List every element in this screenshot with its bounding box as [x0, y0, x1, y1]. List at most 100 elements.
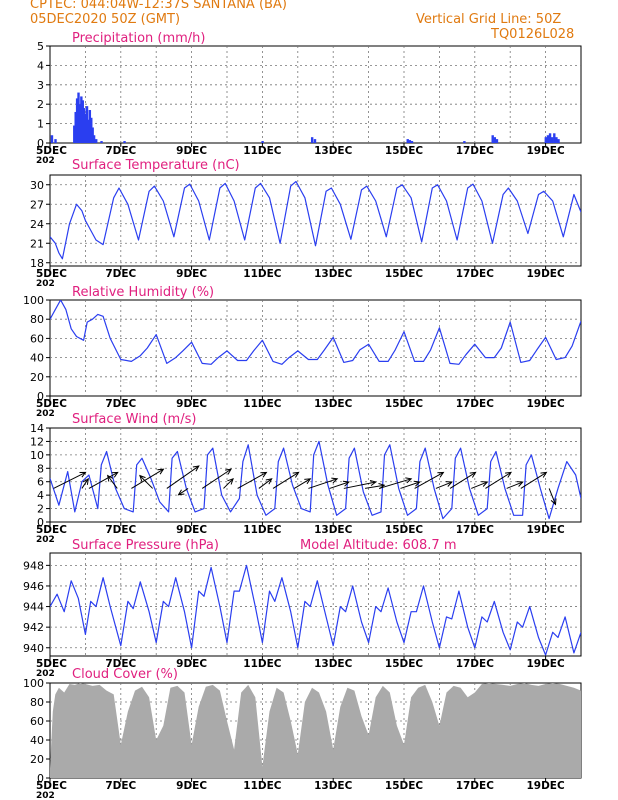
wind-arrowhead [405, 477, 413, 484]
precipitation-bar [95, 139, 98, 143]
wind-vector [343, 481, 376, 489]
wind-arrowhead [540, 471, 548, 478]
wind-day-label: 9DEC [176, 524, 207, 536]
wind-vector [81, 478, 89, 489]
precipitation-bar [123, 141, 126, 143]
wind-vector [364, 484, 385, 489]
temperature-panel [46, 174, 582, 270]
humidity-panel [46, 299, 582, 400]
precipitation-bar [75, 98, 79, 143]
wind-vector [131, 468, 164, 489]
wind-vector [435, 481, 453, 489]
precipitation-bar [80, 96, 83, 143]
wind-day-label: 11DEC [243, 524, 282, 536]
cloud-day-label: 11DEC [243, 780, 282, 792]
pressure-day-label: 9DEC [176, 658, 207, 670]
wind-year-label: 202 [36, 535, 55, 545]
wind-ytick-label: 6 [37, 476, 44, 489]
cloud-ytick-label: 20 [30, 753, 44, 766]
pressure-ytick-label: 942 [23, 621, 44, 634]
wind-arrowhead [304, 478, 312, 485]
pressure-ytick-label: 948 [23, 559, 44, 572]
precipitation-title: Precipitation (mm/h) [72, 31, 205, 46]
precipitation-ytick-label: 5 [37, 40, 44, 53]
temperature-year-label: 202 [36, 279, 55, 289]
precipitation-bar [495, 139, 499, 143]
wind-vector [107, 475, 118, 489]
precipitation-bar [77, 92, 80, 143]
cloud-year-label: 202 [36, 791, 55, 800]
precipitation-bar [78, 104, 82, 143]
wind-line [50, 440, 581, 520]
wind-day-label: 17DEC [456, 524, 495, 536]
precipitation-day-label: 9DEC [176, 145, 207, 157]
cloud-panel [46, 682, 582, 782]
pressure-day-label: 5DEC [36, 658, 67, 670]
wind-arrowhead [331, 477, 339, 484]
wind-day-label: 19DEC [526, 524, 565, 536]
precipitation-bar [544, 137, 547, 143]
temperature-day-label: 17DEC [456, 268, 495, 280]
cloud-ytick-label: 0 [37, 772, 44, 785]
pressure-day-label: 19DEC [526, 658, 565, 670]
cloud-day-label: 7DEC [105, 780, 136, 792]
pressure-ytick-label: 946 [23, 580, 44, 593]
temperature-line [50, 180, 581, 260]
humidity-frame [49, 299, 582, 397]
cloud-title: Cloud Cover (%) [72, 667, 178, 682]
temperature-day-label: 11DEC [243, 268, 282, 280]
precipitation-day-label: 15DEC [385, 145, 424, 157]
temperature-day-label: 9DEC [176, 268, 207, 280]
humidity-day-label: 9DEC [176, 398, 207, 410]
precipitation-bar [88, 110, 92, 143]
wind-arrowhead [82, 477, 89, 485]
wind-vector [379, 478, 412, 489]
precipitation-bars [50, 92, 560, 143]
humidity-ytick-label: 60 [30, 332, 44, 345]
precipitation-day-label: 11DEC [243, 145, 282, 157]
pressure-line [50, 564, 581, 656]
wind-vector [449, 472, 476, 489]
wind-vector [166, 465, 200, 489]
precipitation-bar [550, 137, 554, 143]
wind-frame [49, 427, 582, 523]
wind-vector [272, 472, 299, 489]
wind-arrowhead [192, 465, 200, 472]
humidity-day-label: 7DEC [105, 398, 136, 410]
pressure-day-label: 13DEC [314, 658, 353, 670]
wind-vector [485, 472, 512, 489]
precipitation-bar [261, 141, 264, 143]
temperature-ytick-label: 21 [30, 237, 44, 250]
wind-arrowhead [516, 481, 524, 487]
precipitation-bar [87, 119, 90, 143]
precipitation-ytick-label: 2 [37, 98, 44, 111]
wind-arrowhead [107, 474, 114, 482]
precipitation-bar [85, 106, 89, 143]
wind-title: Surface Wind (m/s) [72, 412, 196, 427]
temperature-day-label: 19DEC [526, 268, 565, 280]
cloud-area [50, 683, 581, 778]
pressure-ytick-label: 940 [23, 642, 44, 655]
precipitation-bar [313, 139, 317, 143]
wind-vector [201, 468, 232, 489]
wind-vector [548, 488, 557, 505]
humidity-ytick-label: 20 [30, 371, 44, 384]
wind-arrowhead [342, 480, 350, 487]
precipitation-bar [557, 139, 560, 143]
pressure-day-label: 15DEC [385, 658, 424, 670]
pressure-ytick-label: 944 [23, 601, 44, 614]
wind-arrowhead [177, 489, 185, 496]
cloud-day-label: 15DEC [385, 780, 424, 792]
wind-vector [178, 488, 189, 496]
cloud-ytick-label: 100 [23, 677, 44, 690]
precipitation-bar [84, 113, 87, 143]
cloud-ytick-label: 60 [30, 715, 44, 728]
precipitation-bar [50, 135, 54, 143]
wind-day-label: 7DEC [105, 524, 136, 536]
cloud-day-label: 5DEC [36, 780, 67, 792]
pressure-day-label: 17DEC [456, 658, 495, 670]
header-code: TQ0126L028 [491, 27, 575, 42]
precipitation-bar [92, 135, 96, 143]
wind-vector [414, 471, 444, 489]
